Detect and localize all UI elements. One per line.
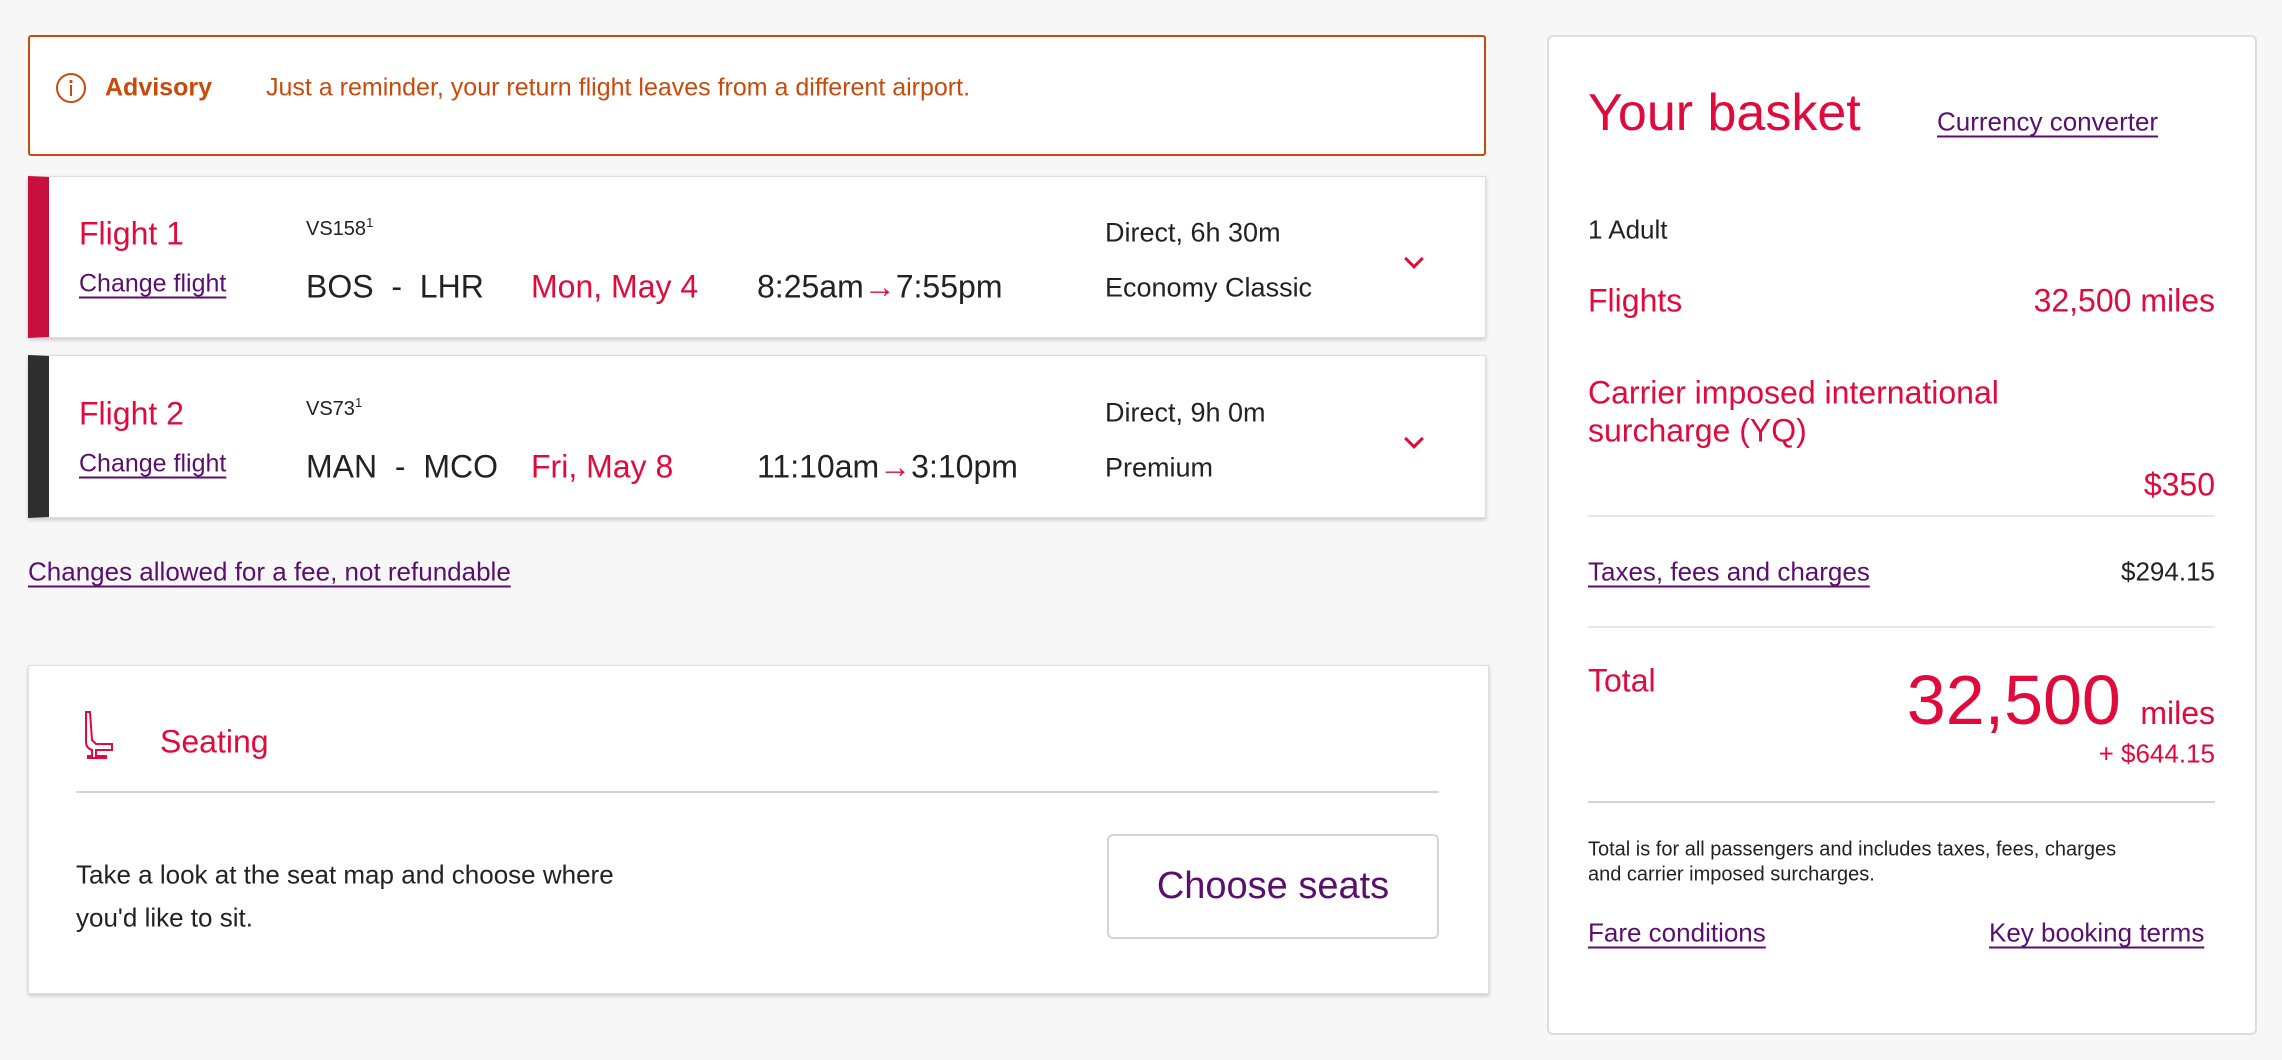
- seating-description: Take a look at the seat map and choose w…: [76, 859, 614, 890]
- seating-card: [28, 665, 1489, 994]
- footnote-marker: 1: [354, 395, 363, 411]
- change-flight-link[interactable]: Change flight: [79, 269, 227, 298]
- arrow-right-icon: →: [879, 448, 912, 485]
- taxes-value: $294.15: [2121, 556, 2215, 587]
- flight-number-text: VS158: [306, 217, 367, 240]
- flight-date: Mon, May 4: [531, 268, 699, 305]
- flight-date: Fri, May 8: [531, 448, 674, 485]
- flight-title: Flight 2: [79, 395, 184, 432]
- flight-title: Flight 1: [79, 215, 184, 252]
- flight-duration: Direct, 6h 30m: [1105, 217, 1281, 248]
- flight-number: VS731: [306, 395, 362, 421]
- origin: MAN: [306, 448, 378, 485]
- advisory-banner: [28, 35, 1486, 156]
- footnote-marker: 1: [366, 215, 374, 231]
- changes-policy-link[interactable]: Changes allowed for a fee, not refundabl…: [28, 556, 511, 587]
- route: MAN - MCO: [306, 449, 498, 486]
- taxes-link[interactable]: Taxes, fees and charges: [1588, 556, 1870, 587]
- fare-conditions-link[interactable]: Fare conditions: [1588, 917, 1766, 948]
- flights-label: Flights: [1588, 282, 1683, 319]
- total-miles-value: 32,500: [1906, 661, 2121, 739]
- divider: [76, 791, 1439, 793]
- flight-number: VS1581: [306, 215, 373, 241]
- seating-title: Seating: [160, 723, 269, 760]
- depart-time: 11:10am: [757, 448, 880, 485]
- currency-converter-link[interactable]: Currency converter: [1937, 106, 2159, 137]
- total-miles-unit: miles: [2140, 695, 2215, 731]
- arrive-time: 7:55pm: [895, 268, 1003, 305]
- destination: LHR: [419, 268, 484, 305]
- total-miles: 32,500 miles: [1907, 660, 2215, 753]
- surcharge-label: Carrier imposed international: [1588, 374, 1999, 411]
- route: BOS - LHR: [306, 269, 484, 306]
- seating-description-2: you'd like to sit.: [76, 902, 253, 933]
- arrow-right-icon: →: [863, 268, 896, 305]
- basket-panel: [1547, 35, 2257, 1035]
- flight-duration: Direct, 9h 0m: [1105, 397, 1266, 428]
- surcharge-value: $350: [2143, 466, 2215, 503]
- divider: [1588, 801, 2215, 803]
- flight-times: 11:10am→3:10pm: [757, 449, 1018, 486]
- total-cash: + $644.15: [2098, 738, 2215, 769]
- choose-seats-button[interactable]: Choose seats: [1107, 834, 1439, 939]
- flight-times: 8:25am→7:55pm: [757, 269, 1002, 306]
- divider: [1588, 626, 2215, 628]
- total-label: Total: [1588, 662, 1656, 699]
- divider: [1588, 515, 2215, 517]
- route-separator: -: [394, 448, 406, 485]
- advisory-message: Just a reminder, your return flight leav…: [266, 73, 971, 102]
- fine-print-2: and carrier imposed surcharges.: [1588, 863, 1875, 886]
- cabin-class: Economy Classic: [1105, 272, 1313, 303]
- route-separator: -: [391, 268, 403, 305]
- info-icon: [56, 73, 86, 103]
- cabin-class: Premium: [1105, 452, 1214, 483]
- destination: MCO: [423, 448, 498, 485]
- fine-print: Total is for all passengers and includes…: [1588, 838, 2117, 861]
- key-booking-terms-link[interactable]: Key booking terms: [1989, 917, 2205, 948]
- surcharge-label-2: surcharge (YQ): [1588, 412, 1807, 449]
- depart-time: 8:25am: [757, 268, 864, 305]
- flights-value: 32,500 miles: [2033, 282, 2215, 319]
- change-flight-link[interactable]: Change flight: [79, 449, 227, 478]
- arrive-time: 3:10pm: [911, 448, 1018, 485]
- advisory-title: Advisory: [105, 73, 212, 102]
- seat-icon: [85, 711, 113, 759]
- basket-title: Your basket: [1588, 84, 1861, 142]
- flight-number-text: VS73: [306, 397, 355, 420]
- passenger-count: 1 Adult: [1588, 214, 1668, 245]
- origin: BOS: [306, 268, 374, 305]
